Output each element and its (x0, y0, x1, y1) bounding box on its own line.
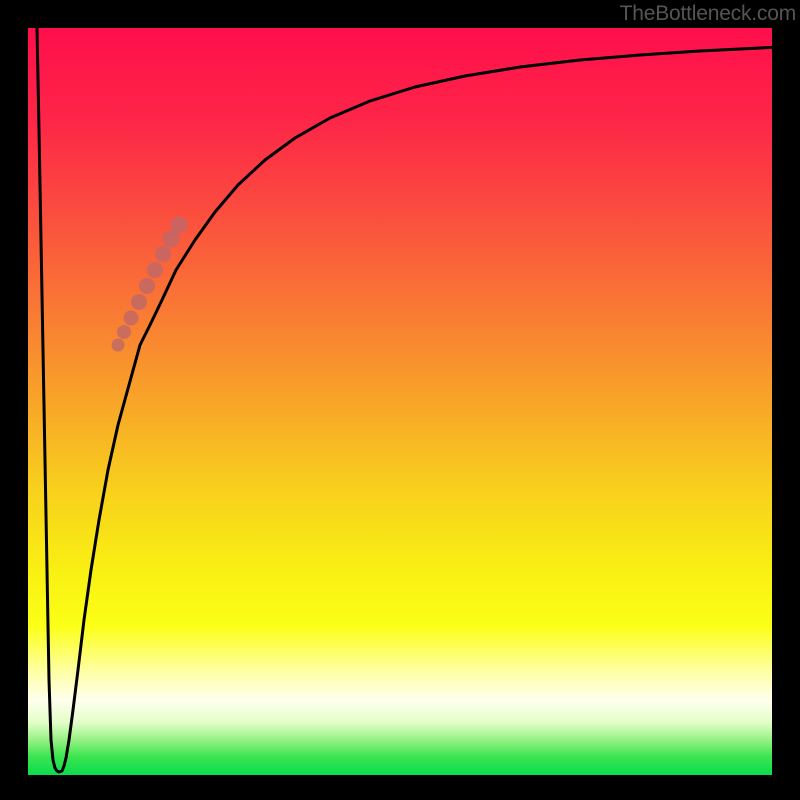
bottleneck-curve-chart (0, 0, 800, 800)
gradient-background (28, 28, 772, 775)
chart-container: TheBottleneck.com (0, 0, 800, 800)
watermark-text: TheBottleneck.com (620, 2, 796, 26)
